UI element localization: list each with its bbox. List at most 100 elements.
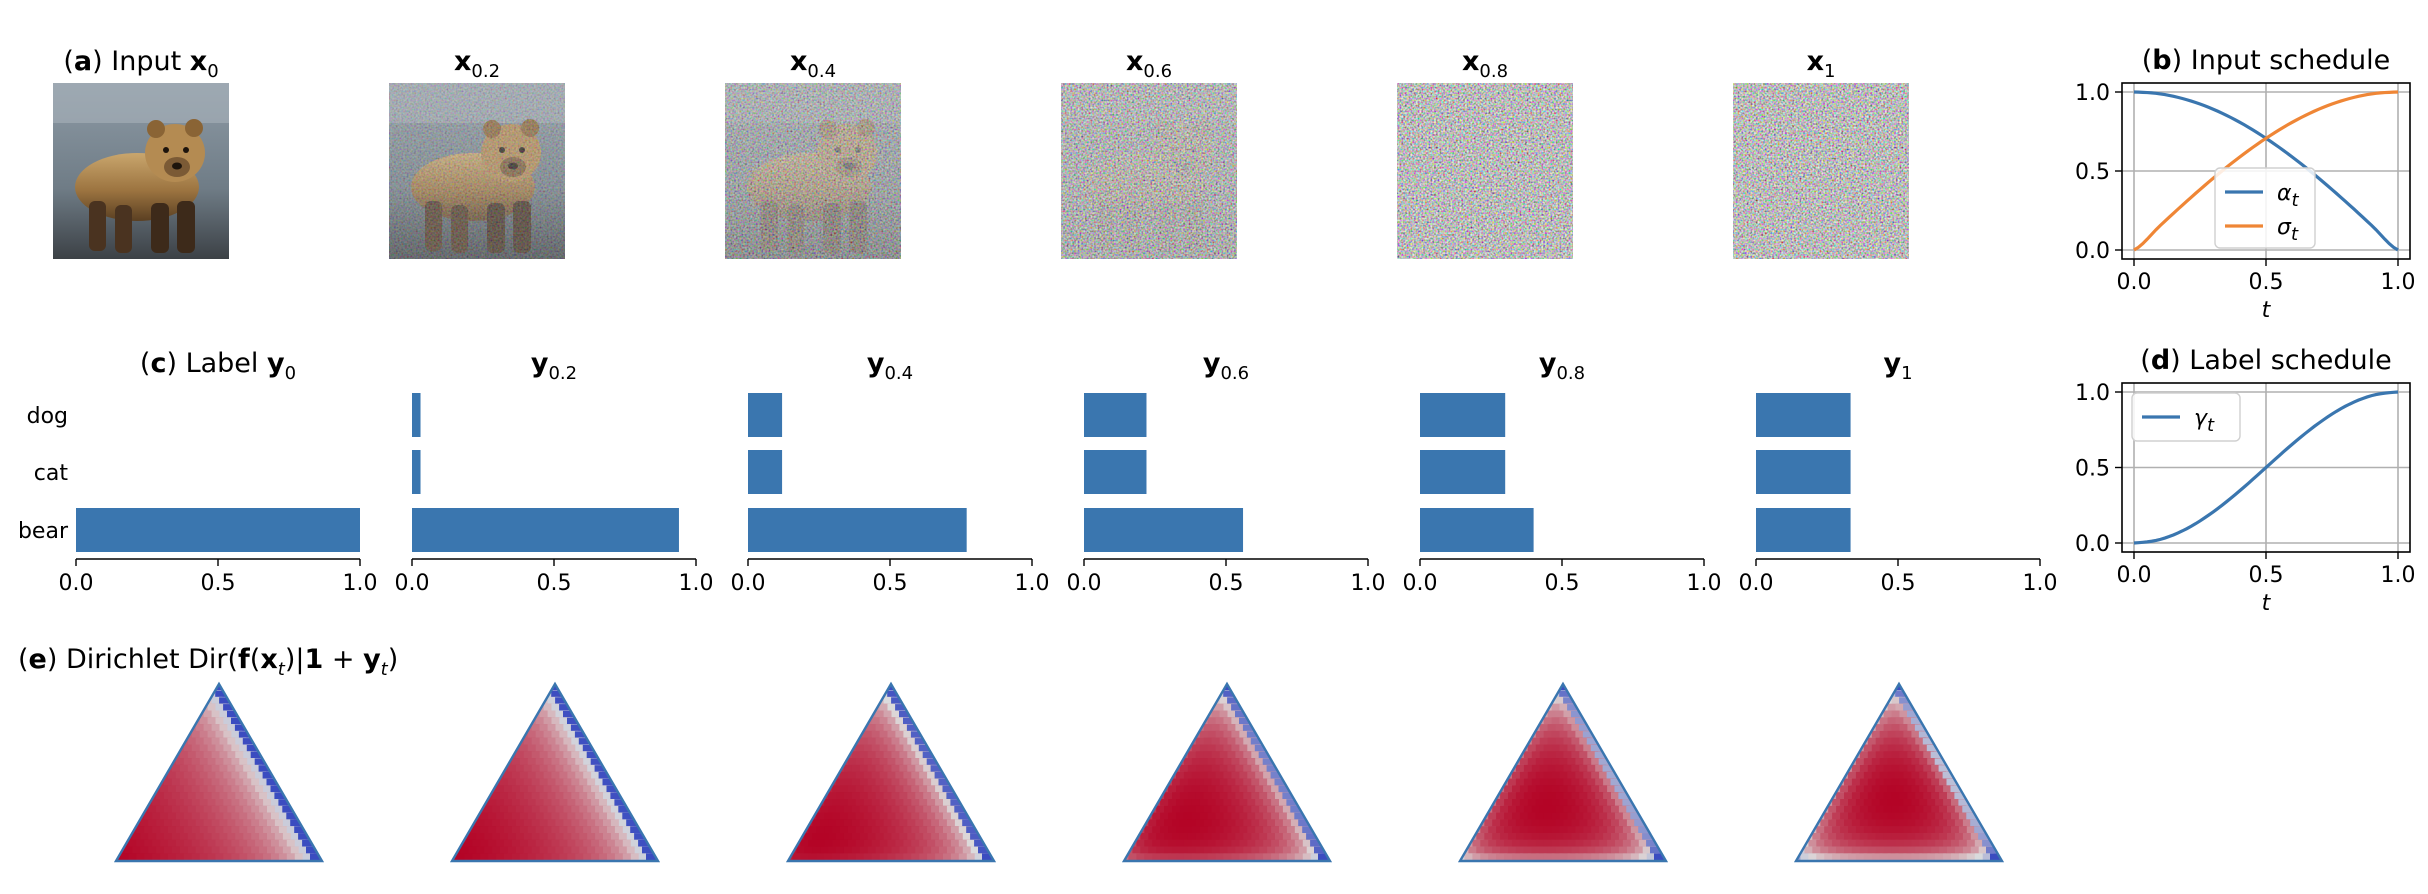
title-x: x (260, 644, 277, 675)
density-cells (1124, 684, 1330, 861)
category-label-bear: bear (18, 519, 69, 544)
x-tick-label: 0.5 (2249, 563, 2284, 588)
noise-overlay (725, 83, 901, 259)
panel-e-title: (e) Dirichlet Dir(f(xt)|1 + yt) (18, 644, 398, 680)
title-tag: d (2151, 345, 2170, 376)
noised-image-1 (389, 83, 565, 259)
y-tick-label: 0.5 (2075, 160, 2110, 185)
x-tick-label: 0.5 (201, 571, 236, 596)
x-tick-label: 0.0 (731, 571, 766, 596)
density-cell (642, 846, 658, 855)
bar-title-2: y0.4 (867, 348, 913, 384)
density-cell (306, 846, 322, 855)
symbol: y (867, 348, 885, 379)
density-cell (1986, 846, 2002, 855)
legend-subscript: t (2207, 415, 2215, 436)
symbol: y (1883, 348, 1901, 379)
x-tick-label: 0.5 (2249, 270, 2284, 295)
y-tick-label: 0.0 (2075, 532, 2110, 557)
density-cell (1654, 853, 1666, 861)
title-paren2: ( (250, 644, 261, 675)
bar-cat (412, 450, 421, 494)
noised-image-0 (53, 83, 229, 259)
panel-d-title: (d) Label schedule (2140, 345, 2391, 376)
x-tick-label: 0.0 (2117, 270, 2152, 295)
bar-axes-1: y0.2 0.0 0.5 1.0 (395, 348, 714, 596)
bar-title-5: y1 (1883, 348, 1912, 384)
dirichlet-simplex-1 (449, 681, 661, 863)
bar-axes-4: y0.8 0.0 0.5 1.0 (1403, 348, 1722, 596)
bar-bear (1420, 508, 1534, 552)
y-tick-label: 1.0 (2075, 381, 2110, 406)
subscript: 0.6 (1143, 61, 1172, 82)
image-title-5: x1 (1807, 46, 1836, 82)
title-tag: a (74, 46, 92, 77)
dirichlet-simplex-4 (1457, 681, 1669, 863)
title-f: f (238, 644, 250, 675)
x-tick-label: 1.0 (1015, 571, 1050, 596)
x-tick-label: 0.5 (873, 571, 908, 596)
image-title-0: (a) Input x0 (63, 46, 218, 82)
x-tick-label: 0.0 (395, 571, 430, 596)
title-paren: ( (140, 348, 151, 379)
bar-axes-0: (c) Label y0 0.0 0.5 1.0 dog cat bear (18, 348, 378, 596)
bar-title-1: y0.2 (531, 348, 577, 384)
simplex-outline (1793, 681, 2005, 863)
title-y-sub: t (381, 659, 389, 680)
legend-symbol: γ (2194, 406, 2208, 431)
bar-dog (412, 393, 421, 437)
noised-image-5 (1733, 83, 1909, 259)
panel-b-title: (b) Input schedule (2142, 45, 2391, 76)
title-tag: e (29, 644, 47, 675)
bar-axes-2: y0.4 0.0 0.5 1.0 (731, 348, 1050, 596)
x-tick-label: 1.0 (1687, 571, 1722, 596)
density-cell (1314, 846, 1330, 855)
title-paren: ( (18, 644, 29, 675)
bar-title-0: (c) Label y0 (140, 348, 296, 384)
bar-cat (748, 450, 783, 494)
bar-bear (76, 508, 360, 552)
noise-overlay (1397, 83, 1573, 259)
x-axis-label: t (2262, 298, 2272, 323)
subscript: 0 (285, 363, 296, 384)
subscript: 0.4 (807, 61, 836, 82)
x-tick-label: 1.0 (679, 571, 714, 596)
density-cell (1990, 853, 2002, 861)
density-cell (1318, 853, 1330, 861)
x-tick-label: 0.5 (1881, 571, 1916, 596)
legend-box (2214, 167, 2316, 249)
bar-bear (748, 508, 967, 552)
x-tick-label: 1.0 (343, 571, 378, 596)
density-cells (788, 684, 994, 861)
title-bar: )| (285, 644, 305, 675)
x-tick-label: 0.5 (537, 571, 572, 596)
x-tick-label: 0.0 (1403, 571, 1438, 596)
x-tick-label: 0.0 (59, 571, 94, 596)
x-tick-label: 0.0 (1739, 571, 1774, 596)
symbol: x (1126, 46, 1143, 77)
title-paren: ( (63, 46, 74, 77)
title-paren: ( (2142, 45, 2153, 76)
simplex-outline (1457, 681, 1669, 863)
series-line-0 (2133, 390, 2399, 545)
bar-bear (1084, 508, 1244, 552)
bar-bear (412, 508, 679, 552)
density-cell (1650, 846, 1666, 855)
series-line-1 (2133, 90, 2399, 252)
image-title-1: x0.2 (454, 46, 500, 82)
y-tick-label: 1.0 (2075, 81, 2110, 106)
axes-frame (2121, 382, 2411, 553)
subscript: 0.8 (1479, 61, 1508, 82)
legend-subscript: t (2292, 190, 2300, 211)
title-tag: b (2152, 45, 2171, 76)
legend-symbol: α (2277, 181, 2292, 206)
density-cells (452, 684, 658, 861)
axes-frame (2121, 82, 2411, 260)
symbol: x (1462, 46, 1479, 77)
title-text: ) Label schedule (2170, 345, 2392, 376)
title-x-sub: t (278, 659, 286, 680)
x-tick-label: 0.5 (1209, 571, 1244, 596)
